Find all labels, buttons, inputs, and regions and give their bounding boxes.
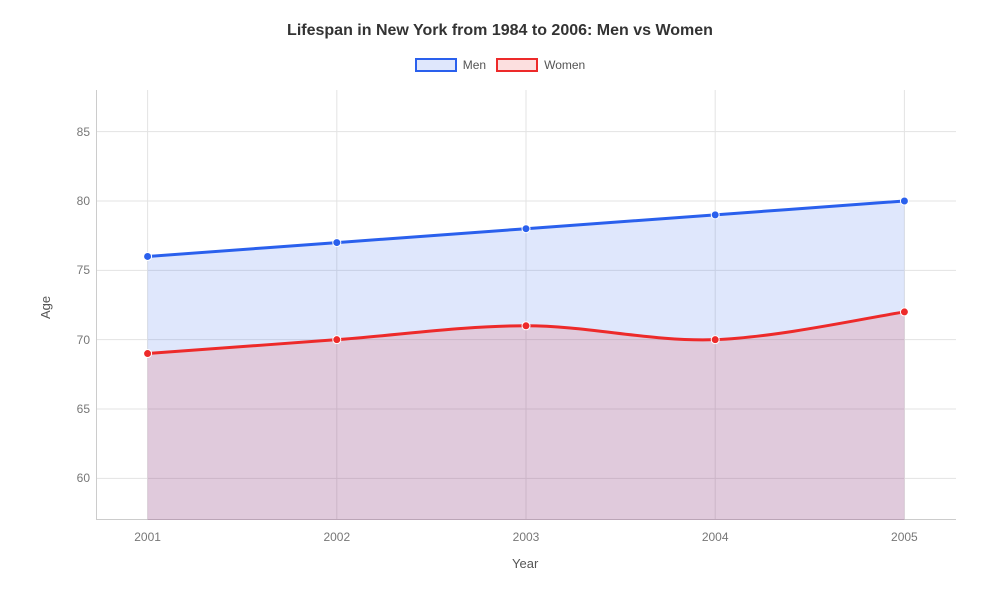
x-tick-label: 2003 [513,530,540,544]
x-axis-label: Year [512,556,538,571]
marker-women[interactable] [333,336,341,344]
legend: Men Women [0,58,1000,72]
x-tick-label: 2004 [702,530,729,544]
marker-women[interactable] [711,336,719,344]
y-tick-label: 60 [66,471,90,485]
legend-swatch-men [415,58,457,72]
marker-women[interactable] [144,350,152,358]
marker-men[interactable] [144,252,152,260]
x-tick-label: 2001 [134,530,161,544]
y-tick-label: 80 [66,194,90,208]
marker-women[interactable] [900,308,908,316]
y-tick-label: 85 [66,125,90,139]
marker-men[interactable] [711,211,719,219]
legend-label-women: Women [544,58,585,72]
legend-swatch-women [496,58,538,72]
marker-women[interactable] [522,322,530,330]
marker-men[interactable] [522,225,530,233]
marker-men[interactable] [333,239,341,247]
x-tick-label: 2005 [891,530,918,544]
y-tick-label: 75 [66,263,90,277]
x-tick-label: 2002 [323,530,350,544]
y-tick-label: 65 [66,402,90,416]
y-axis-label: Age [38,296,53,319]
legend-label-men: Men [463,58,486,72]
plot-area [96,90,956,520]
chart-title: Lifespan in New York from 1984 to 2006: … [0,22,1000,40]
chart-svg [96,90,956,520]
legend-item-men[interactable]: Men [415,58,486,72]
legend-item-women[interactable]: Women [496,58,585,72]
y-tick-label: 70 [66,333,90,347]
marker-men[interactable] [900,197,908,205]
